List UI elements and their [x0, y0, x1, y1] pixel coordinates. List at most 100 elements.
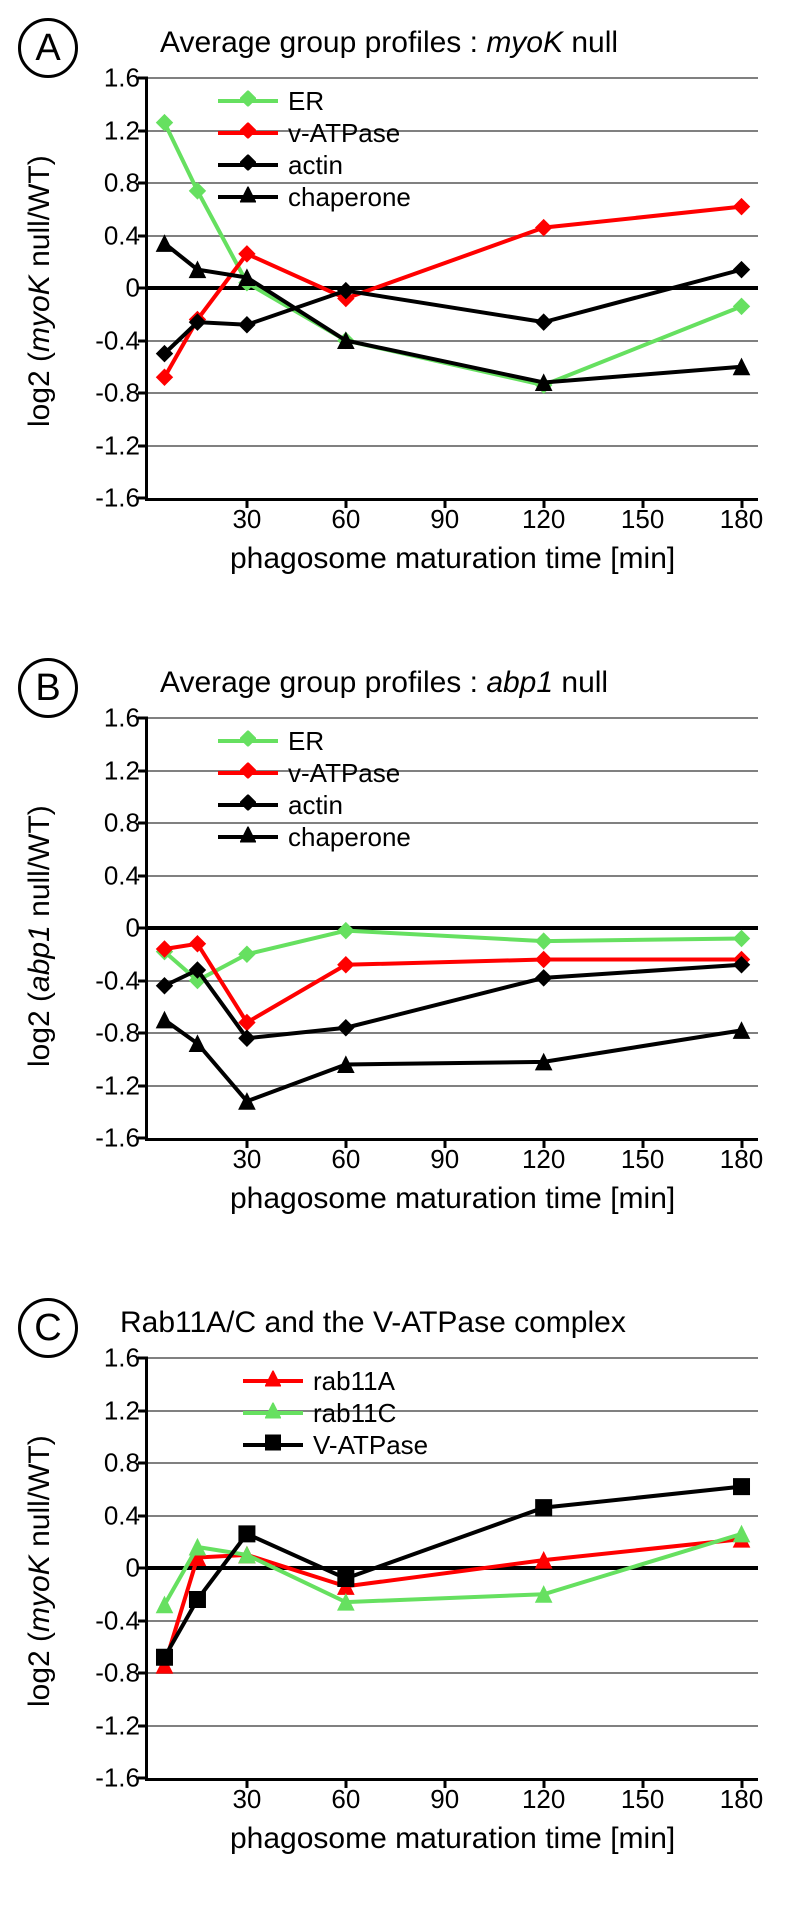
- legend-line: [243, 1379, 303, 1383]
- series-marker-v-ATPase: [338, 957, 354, 973]
- legend-item: chaperone: [218, 181, 411, 213]
- x-axis-label: phagosome maturation time [min]: [230, 1822, 675, 1856]
- series-marker-ER: [734, 931, 750, 947]
- panel-label-A: A: [18, 18, 78, 78]
- ytick-label: 0: [126, 1553, 140, 1584]
- ytick-label: 0: [126, 913, 140, 944]
- legend-label: ER: [288, 86, 324, 117]
- plot-area: -1.6-1.2-0.8-0.400.40.81.21.630609012015…: [145, 1358, 758, 1781]
- xtick-label: 90: [430, 1144, 459, 1175]
- ytick-label: -1.6: [95, 1763, 140, 1794]
- plot-area: -1.6-1.2-0.8-0.400.40.81.21.630609012015…: [145, 78, 758, 501]
- ytick-label: 0.8: [104, 808, 140, 839]
- legend-item: actin: [218, 149, 411, 181]
- ytick-label: -0.4: [95, 325, 140, 356]
- series-marker-actin: [536, 314, 552, 330]
- series-marker-V-ATPase: [536, 1500, 552, 1516]
- legend-label: v-ATPase: [288, 758, 400, 789]
- ytick-label: -1.6: [95, 1123, 140, 1154]
- series-marker-actin: [536, 970, 552, 986]
- ytick-label: -1.6: [95, 483, 140, 514]
- ytick-label: -0.8: [95, 1658, 140, 1689]
- ytick-label: 1.6: [104, 63, 140, 94]
- panel-title: Average group profiles : abp1 null: [160, 666, 608, 700]
- legend-line: [218, 739, 278, 743]
- series-marker-chaperone: [156, 235, 172, 251]
- series-marker-actin: [734, 262, 750, 278]
- ytick-label: 1.2: [104, 1395, 140, 1426]
- legend-marker-icon: [240, 187, 256, 208]
- ytick-label: -1.2: [95, 1070, 140, 1101]
- legend-marker-icon: [265, 1403, 281, 1424]
- xtick-label: 150: [621, 504, 664, 535]
- legend-label: chaperone: [288, 182, 411, 213]
- ytick-label: 1.2: [104, 755, 140, 786]
- panel-title: Rab11A/C and the V-ATPase complex: [120, 1306, 626, 1340]
- series-marker-actin: [156, 978, 172, 994]
- panel-label-C: C: [18, 1298, 78, 1358]
- legend-line: [218, 195, 278, 199]
- ytick-label: 0: [126, 273, 140, 304]
- x-axis-label: phagosome maturation time [min]: [230, 1182, 675, 1216]
- ytick-label: -0.4: [95, 1605, 140, 1636]
- ytick-label: 0.4: [104, 220, 140, 251]
- xtick-label: 120: [522, 1144, 565, 1175]
- legend-marker-icon: [265, 1435, 281, 1456]
- series-marker-V-ATPase: [239, 1526, 255, 1542]
- ytick-label: -0.4: [95, 965, 140, 996]
- xtick-label: 60: [331, 504, 360, 535]
- legend-item: actin: [218, 789, 411, 821]
- legend-item: v-ATPase: [218, 757, 411, 789]
- legend-marker-icon: [240, 795, 256, 816]
- series-marker-V-ATPase: [189, 1592, 205, 1608]
- legend-label: actin: [288, 790, 343, 821]
- legend-item: V-ATPase: [243, 1429, 428, 1461]
- figure-container: AAverage group profiles : myoK null-1.6-…: [0, 0, 792, 1909]
- plot-area: -1.6-1.2-0.8-0.400.40.81.21.630609012015…: [145, 718, 758, 1141]
- series-marker-v-ATPase: [734, 199, 750, 215]
- series-svg: [148, 1358, 758, 1778]
- xtick-label: 120: [522, 1784, 565, 1815]
- ytick-label: 0.8: [104, 168, 140, 199]
- legend-label: V-ATPase: [313, 1430, 428, 1461]
- xtick-label: 60: [331, 1144, 360, 1175]
- series-marker-ER: [536, 933, 552, 949]
- series-marker-ER: [734, 298, 750, 314]
- legend-label: ER: [288, 726, 324, 757]
- series-marker-V-ATPase: [734, 1479, 750, 1495]
- y-axis-label: log2 (myoK null/WT): [23, 1467, 57, 1707]
- ytick-label: 1.6: [104, 1343, 140, 1374]
- ytick-label: 1.2: [104, 115, 140, 146]
- legend-label: chaperone: [288, 822, 411, 853]
- legend-line: [218, 131, 278, 135]
- ytick-label: 0.8: [104, 1448, 140, 1479]
- panel-C: CRab11A/C and the V-ATPase complex-1.6-1…: [0, 1280, 792, 1910]
- legend-label: rab11A: [313, 1366, 395, 1397]
- xtick-label: 30: [232, 1144, 261, 1175]
- xtick-label: 150: [621, 1144, 664, 1175]
- legend-item: ER: [218, 85, 411, 117]
- legend-line: [243, 1411, 303, 1415]
- legend: ERv-ATPaseactinchaperone: [218, 725, 411, 853]
- legend-item: ER: [218, 725, 411, 757]
- series-marker-v-ATPase: [536, 952, 552, 968]
- series-line-chaperone: [164, 243, 741, 382]
- xtick-label: 180: [720, 1144, 763, 1175]
- y-axis-label: log2 (myoK null/WT): [23, 187, 57, 427]
- xtick-label: 180: [720, 504, 763, 535]
- legend-marker-icon: [265, 1371, 281, 1392]
- x-axis-label: phagosome maturation time [min]: [230, 542, 675, 576]
- series-marker-V-ATPase: [338, 1571, 354, 1587]
- series-marker-chaperone: [156, 1012, 172, 1028]
- series-marker-actin: [239, 317, 255, 333]
- legend-marker-icon: [240, 155, 256, 176]
- ytick-label: -1.2: [95, 1710, 140, 1741]
- series-marker-rab11C: [156, 1597, 172, 1613]
- series-marker-ER: [338, 923, 354, 939]
- legend-item: rab11C: [243, 1397, 428, 1429]
- xtick-label: 30: [232, 1784, 261, 1815]
- legend-line: [218, 771, 278, 775]
- series-marker-v-ATPase: [156, 369, 172, 385]
- series-line-rab11C: [164, 1534, 741, 1605]
- series-line-chaperone: [164, 1020, 741, 1101]
